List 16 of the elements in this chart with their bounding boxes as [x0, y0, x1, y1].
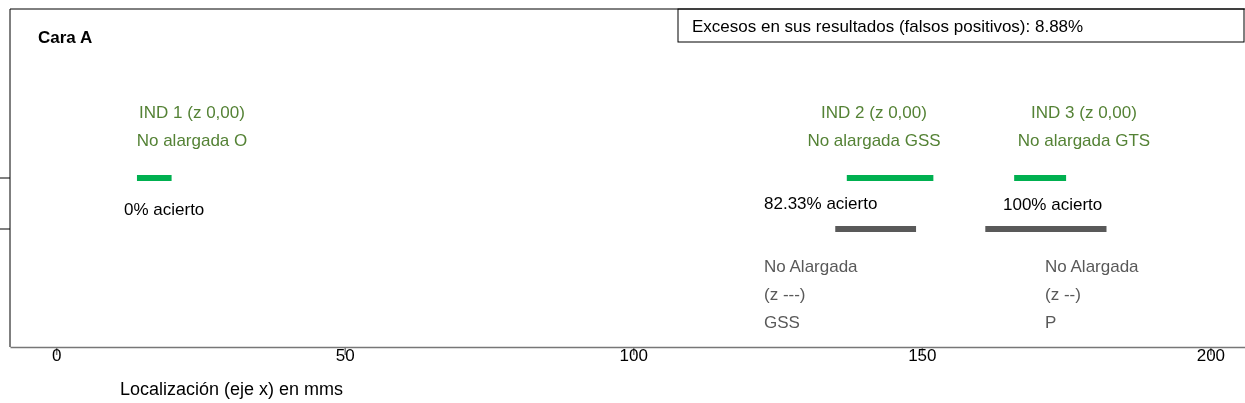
x-tick-label: 100 [619, 346, 648, 366]
x-tick-label: 200 [1196, 346, 1226, 366]
annotation: IND 3 (z 0,00) No alargada GTS [1017, 103, 1151, 150]
text: Cara A [38, 28, 93, 47]
annotation: IND 2 (z 0,00) No alargada GSS [807, 103, 941, 150]
annotation: No Alargada (z ---) GSS [764, 257, 859, 332]
annotation: Excesos en sus resultados (falsos positivos): 8.88% [692, 17, 1084, 36]
annotation: 100% acierto [1003, 195, 1103, 214]
x-tick-label: 0 [51, 346, 62, 366]
x-tick-label: 150 [908, 346, 937, 366]
x-axis-title: Localización (eje x) en mms [120, 379, 344, 399]
annotation: IND 1 (z 0,00) No alargada O [136, 103, 248, 150]
annotation: 82.33% acierto [764, 194, 878, 213]
annotation: 0% acierto [124, 200, 205, 219]
x-tick-label: 50 [335, 346, 355, 366]
annotation: No Alargada (z --) P [1045, 257, 1140, 332]
